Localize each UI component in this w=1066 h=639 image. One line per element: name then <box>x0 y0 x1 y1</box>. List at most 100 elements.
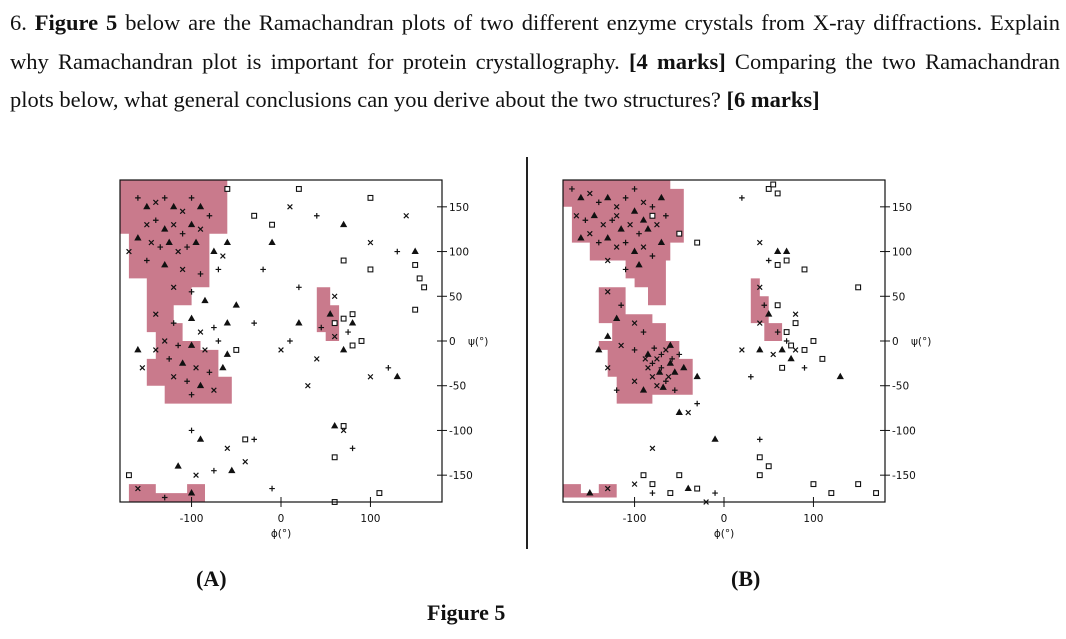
residue-point <box>165 238 173 246</box>
residue-point <box>201 296 209 304</box>
residue-point <box>666 359 674 366</box>
allowed-region <box>563 484 617 498</box>
residue-point <box>188 427 195 434</box>
residue-point <box>318 324 325 331</box>
glycine-point <box>340 257 347 264</box>
figure-caption: Figure 5 <box>427 600 506 625</box>
glycine-point <box>783 329 790 336</box>
residue-point <box>587 230 593 237</box>
residue-point <box>215 338 222 344</box>
residue-point <box>694 400 700 407</box>
residue-point <box>157 244 164 250</box>
residue-point <box>179 230 186 237</box>
residue-point <box>224 445 231 452</box>
residue-point <box>196 381 205 389</box>
question-part-2: Comparing the two Ramachandran plots bel… <box>10 48 1060 113</box>
residue-point <box>251 436 257 443</box>
y-tick-label: 0 <box>892 336 899 348</box>
glycine-point <box>331 454 338 461</box>
residue-point <box>640 329 647 335</box>
residue-point <box>135 485 141 492</box>
residue-point <box>631 347 638 353</box>
residue-point <box>693 372 701 380</box>
x-tick-label: -100 <box>623 513 647 525</box>
residue-point <box>631 481 638 487</box>
y-tick-label: 100 <box>449 247 469 259</box>
glycine-point <box>349 311 356 318</box>
glycine-point <box>649 212 656 219</box>
glycine-point <box>765 463 772 470</box>
residue-point <box>148 239 155 246</box>
residue-point <box>756 320 763 326</box>
residue-point <box>636 230 642 237</box>
residue-point <box>179 266 186 273</box>
residue-point <box>211 387 217 394</box>
residue-point <box>756 436 763 443</box>
panel-label-a: (A) <box>196 566 227 591</box>
residue-point <box>787 354 795 362</box>
residue-point <box>170 284 177 291</box>
residue-point <box>649 373 656 380</box>
residue-point <box>175 342 181 349</box>
residue-point <box>630 247 639 254</box>
residue-point <box>663 378 669 385</box>
residue-point <box>739 347 745 353</box>
residue-point <box>782 247 791 254</box>
residue-point <box>613 314 621 322</box>
residue-point <box>228 466 236 474</box>
residue-point <box>197 329 204 335</box>
residue-point <box>644 225 652 232</box>
residue-point <box>348 319 357 326</box>
residue-point <box>604 257 611 264</box>
residue-point <box>161 260 169 268</box>
glycine-point <box>376 490 383 497</box>
residue-point <box>604 365 611 371</box>
glycine-point <box>269 221 276 228</box>
residue-point <box>711 435 719 442</box>
residue-point <box>627 221 633 228</box>
glycine-point <box>340 315 347 322</box>
residue-point <box>134 234 142 241</box>
residue-point <box>161 225 169 232</box>
glycine-point <box>416 275 423 282</box>
residue-point <box>206 212 213 219</box>
residue-point <box>618 342 624 349</box>
marks-part-1: [4 marks] <box>629 48 726 74</box>
glycine-point <box>251 212 258 219</box>
residue-point <box>331 421 339 429</box>
residue-point <box>170 221 177 228</box>
residue-point <box>765 257 772 264</box>
residue-point <box>202 347 208 353</box>
residue-point <box>166 356 172 362</box>
ramachandran-plot-a: 150 100 50 0 -50 -100 -150 ψ(°) -100 0 100 ϕ(°) <box>119 179 488 540</box>
residue-point <box>144 221 150 228</box>
residue-point <box>622 239 629 246</box>
residue-point <box>604 485 611 492</box>
residue-point <box>411 247 419 254</box>
residue-point <box>756 345 764 353</box>
residue-point <box>223 319 231 326</box>
y-tick-label: -50 <box>892 381 909 393</box>
glycine-point <box>412 306 419 313</box>
residue-point <box>665 373 672 380</box>
residue-point <box>604 193 612 201</box>
residue-point <box>152 217 159 224</box>
glycine-point <box>810 338 817 344</box>
residue-point <box>622 195 629 201</box>
residue-point <box>604 288 611 295</box>
residue-point <box>756 284 763 291</box>
glycine-point <box>667 490 674 497</box>
residue-point <box>345 329 351 335</box>
question-part-1: below are the Ramachandran plots of two … <box>10 10 1061 74</box>
panel-divider <box>526 157 528 549</box>
residue-point <box>774 329 781 335</box>
y-tick-label: 50 <box>892 291 905 303</box>
residue-point <box>223 350 231 357</box>
glycine-point <box>349 342 356 349</box>
residue-point <box>836 372 844 380</box>
glycine-point <box>788 342 795 349</box>
residue-point <box>161 338 168 344</box>
residue-point <box>187 341 196 348</box>
figure-reference: Figure 5 <box>34 10 118 35</box>
residue-point <box>144 257 150 264</box>
